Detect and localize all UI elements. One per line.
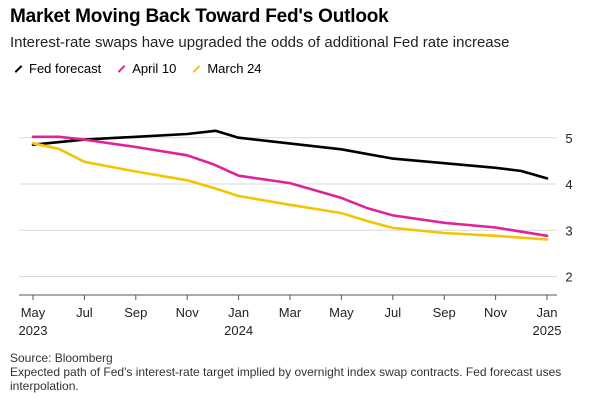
source-note: Source: Bloomberg xyxy=(10,351,113,365)
chart-subtitle: Interest-rate swaps have upgraded the od… xyxy=(10,34,510,51)
legend-item-april-10: April 10 xyxy=(115,61,176,76)
chart-title: Market Moving Back Toward Fed's Outlook xyxy=(10,6,389,27)
x-tick-year-2023: 2023 xyxy=(19,323,48,338)
x-tick-label-may: May xyxy=(329,305,354,320)
x-tick-label-may: May xyxy=(21,305,46,320)
legend-item-fed-forecast: Fed forecast xyxy=(12,61,101,76)
legend-label-march-24: March 24 xyxy=(207,61,262,76)
x-tick-label-sep: Sep xyxy=(124,305,147,320)
chart-footer: Source: Bloomberg Expected path of Fed's… xyxy=(10,351,585,393)
legend-item-march-24: March 24 xyxy=(190,61,262,76)
y-tick-label-2: 2 xyxy=(565,270,572,285)
x-tick-label-jul: Jul xyxy=(384,305,401,320)
legend-label-fed-forecast: Fed forecast xyxy=(29,61,102,76)
x-tick-label-nov: Nov xyxy=(176,305,200,320)
x-tick-label-jul: Jul xyxy=(76,305,93,320)
x-tick-label-jan: Jan xyxy=(228,305,249,320)
y-tick-label-5: 5 xyxy=(565,131,572,146)
methodology-note: Expected path of Fed's interest-rate tar… xyxy=(10,365,562,393)
x-tick-label-mar: Mar xyxy=(279,305,302,320)
x-tick-year-2024: 2024 xyxy=(224,323,253,338)
x-tick-label-nov: Nov xyxy=(484,305,508,320)
y-tick-label-3: 3 xyxy=(565,223,572,238)
series-line-fed-forecast xyxy=(31,129,549,180)
x-tick-label-sep: Sep xyxy=(433,305,456,320)
series-line-march-24 xyxy=(31,142,549,241)
series-line-april-10 xyxy=(31,135,549,238)
x-tick-year-2025: 2025 xyxy=(533,323,562,338)
chart-legend: Fed forecast April 10 March 24 xyxy=(12,61,276,76)
y-tick-label-4: 4 xyxy=(565,177,572,192)
line-chart: May 2023 Jul Sep Nov Jan 2024 Mar May Jul Sep Nov Ja… xyxy=(19,129,573,338)
legend-label-april-10: April 10 xyxy=(132,61,177,76)
x-tick-label-jan: Jan xyxy=(537,305,558,320)
